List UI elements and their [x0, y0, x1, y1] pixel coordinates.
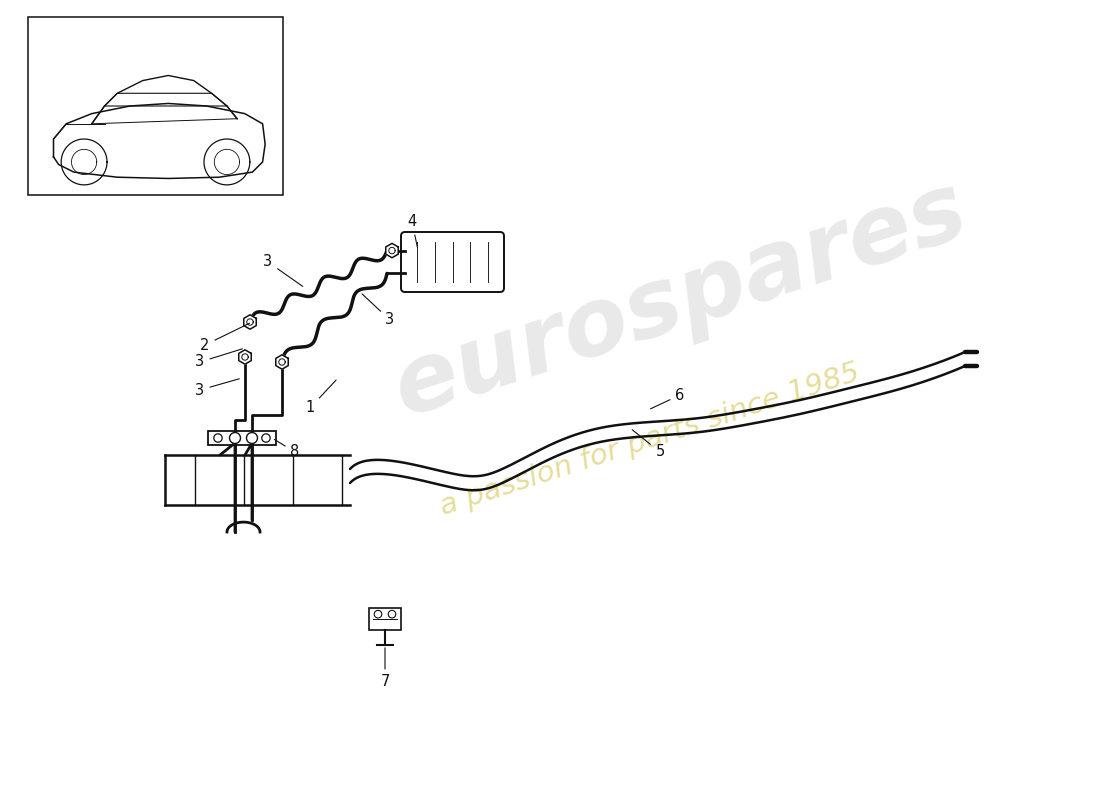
Text: 7: 7 [381, 648, 389, 690]
Text: 3: 3 [263, 254, 302, 286]
Text: 3: 3 [196, 349, 242, 370]
Bar [28, 17, 283, 195]
Circle shape [230, 433, 241, 443]
Text: 4: 4 [407, 214, 417, 247]
Circle shape [246, 433, 257, 443]
FancyBboxPatch shape [402, 232, 504, 292]
Text: 3: 3 [362, 294, 395, 327]
Text: 3: 3 [196, 378, 240, 398]
Text: a passion for parts since 1985: a passion for parts since 1985 [437, 358, 864, 522]
Polygon shape [276, 355, 288, 370]
Polygon shape [244, 314, 256, 330]
Text: 6: 6 [650, 387, 684, 409]
Circle shape [262, 434, 271, 442]
Circle shape [213, 434, 222, 442]
Polygon shape [239, 350, 251, 364]
Text: 1: 1 [306, 380, 337, 415]
Text: 5: 5 [632, 430, 664, 459]
Text: eurospares: eurospares [382, 164, 978, 436]
Polygon shape [386, 243, 398, 258]
Bar [368, 608, 402, 630]
Bar [208, 431, 276, 445]
Text: 8: 8 [274, 439, 299, 459]
Circle shape [388, 610, 396, 618]
Circle shape [374, 610, 382, 618]
Text: 2: 2 [200, 323, 250, 353]
